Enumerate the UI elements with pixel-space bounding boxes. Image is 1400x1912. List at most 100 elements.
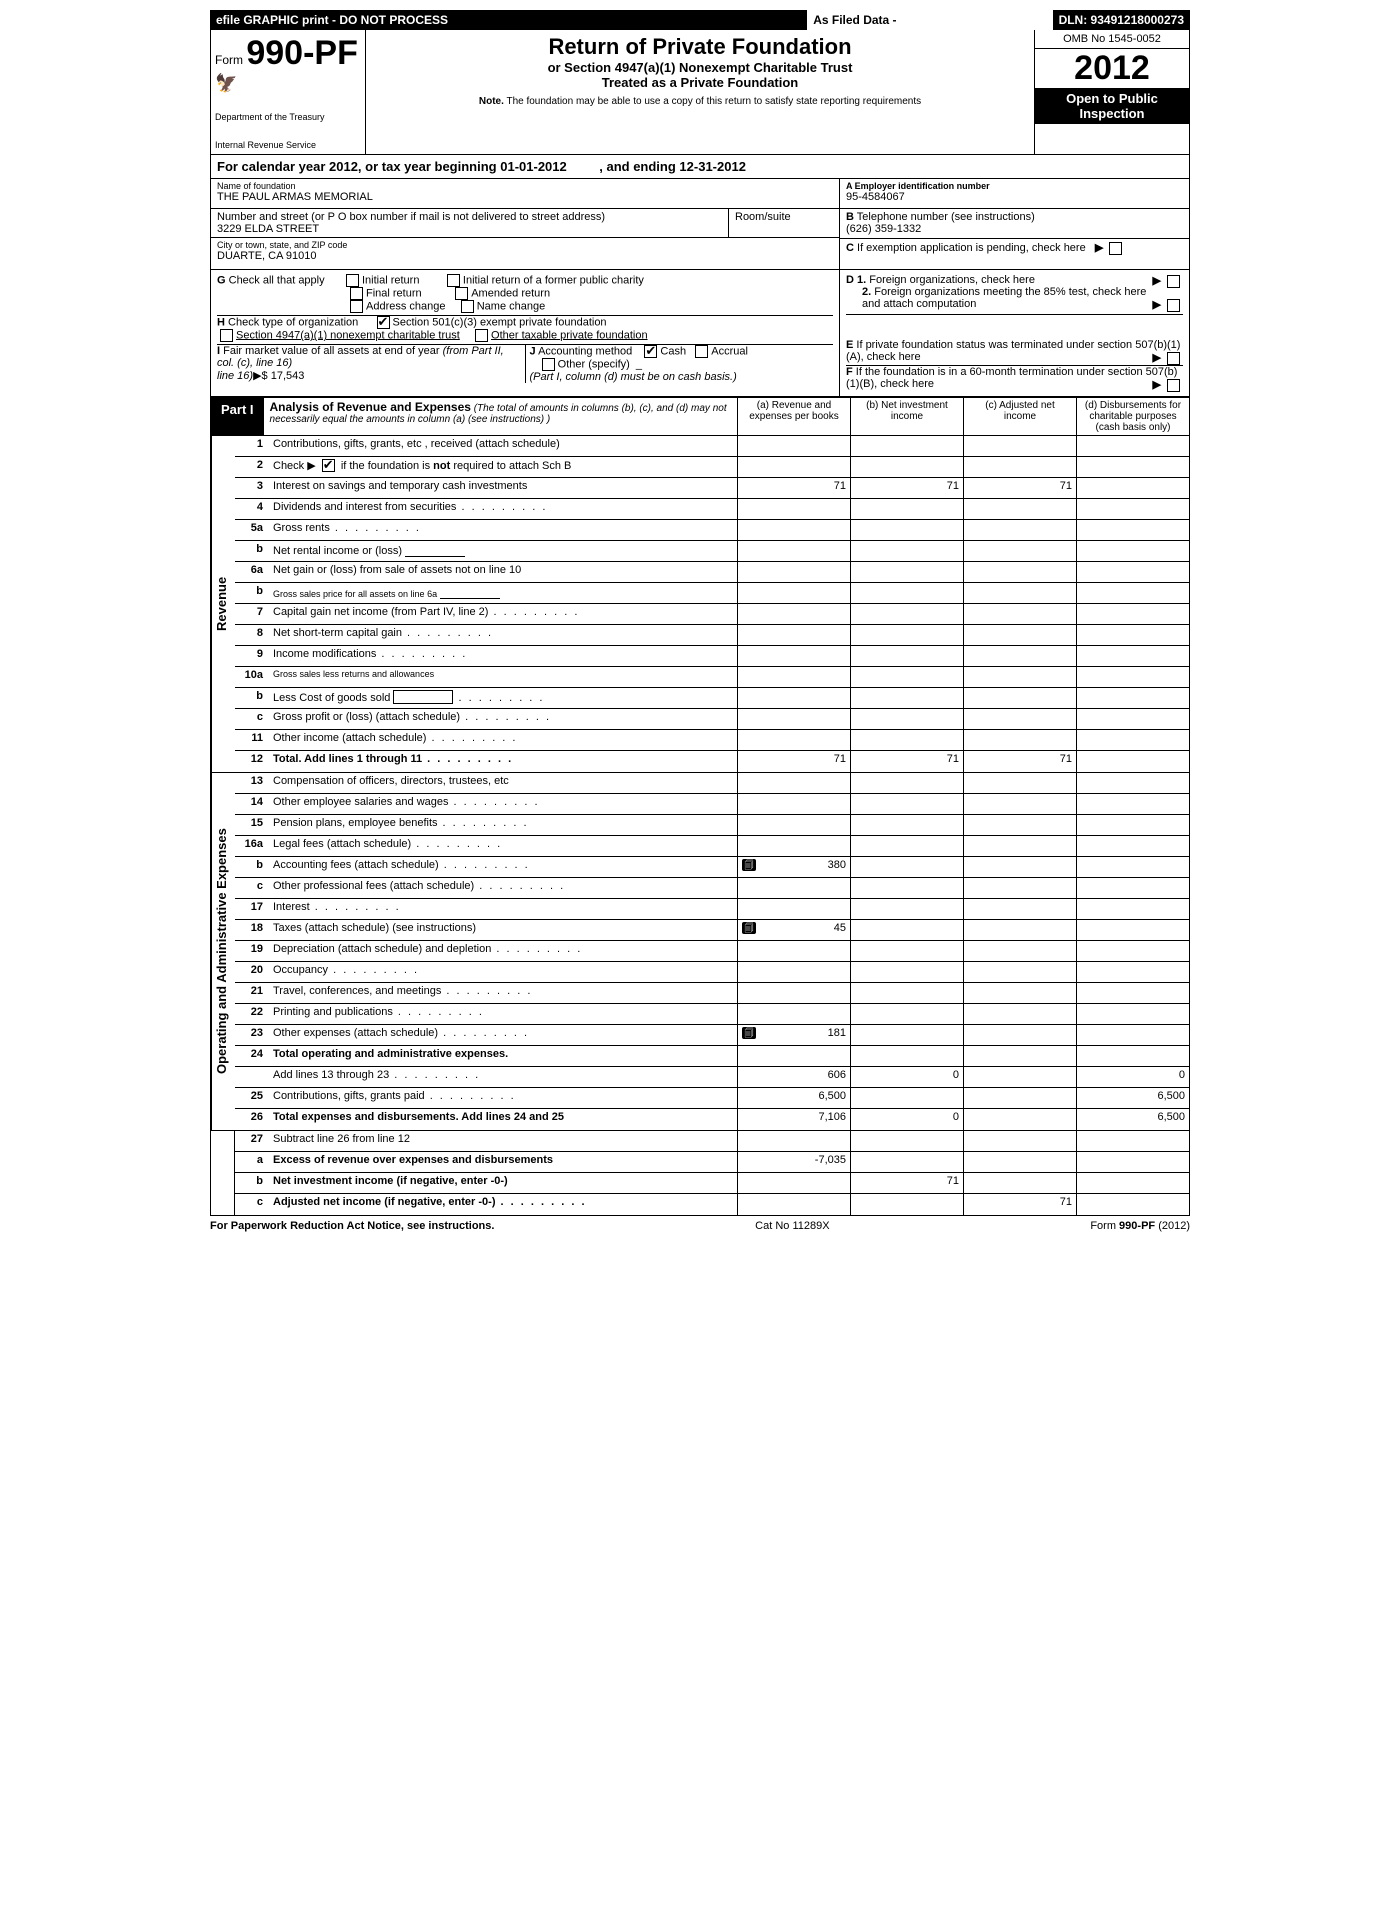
cell-col-b	[850, 520, 963, 540]
f-text: If the foundation is in a 60-month termi…	[846, 366, 1177, 390]
checkbox-initial-former[interactable]	[447, 274, 460, 287]
dept-irs: Internal Revenue Service	[215, 140, 361, 150]
table-row: aExcess of revenue over expenses and dis…	[235, 1152, 1189, 1173]
checkbox-d1[interactable]	[1167, 275, 1180, 288]
checkbox-schb[interactable]	[322, 459, 335, 472]
table-row: 19Depreciation (attach schedule) and dep…	[235, 941, 1189, 962]
cell-col-a	[737, 878, 850, 898]
form-note: Note. The foundation may be able to use …	[374, 96, 1026, 107]
cell-col-b: 0	[850, 1109, 963, 1130]
cell-col-d	[1076, 920, 1189, 940]
checkbox-4947[interactable]	[220, 329, 233, 342]
cell-col-a	[737, 1004, 850, 1024]
line-number: 24	[235, 1046, 269, 1066]
line-number: 4	[235, 499, 269, 519]
subtract-table: 27Subtract line 26 from line 12aExcess o…	[210, 1131, 1190, 1216]
line-number: b	[235, 541, 269, 561]
cell-col-d	[1076, 625, 1189, 645]
table-row: 3Interest on savings and temporary cash …	[235, 478, 1189, 499]
cell-col-b	[850, 899, 963, 919]
cell-col-c	[963, 920, 1076, 940]
line-d1: D 1. Foreign organizations, check here ▶	[846, 274, 1183, 286]
cell-col-d	[1076, 878, 1189, 898]
cell-col-b	[850, 794, 963, 814]
form-header: Form 990-PF 🦅 Department of the Treasury…	[210, 30, 1190, 155]
d2-label: 2.	[862, 286, 871, 298]
table-row: 22Printing and publications	[235, 1004, 1189, 1025]
attachment-icon[interactable]: 🗐	[742, 922, 756, 934]
line-description: Excess of revenue over expenses and disb…	[269, 1152, 737, 1172]
checkbox-amended[interactable]	[455, 287, 468, 300]
table-row: 16aLegal fees (attach schedule)	[235, 836, 1189, 857]
cell-col-a	[737, 1131, 850, 1151]
cal-end: 12-31-2012	[679, 159, 746, 174]
checkbox-501c3[interactable]	[377, 316, 390, 329]
checkbox-f[interactable]	[1167, 379, 1180, 392]
footer-form-num: 990-PF	[1119, 1220, 1155, 1232]
cell-col-b	[850, 667, 963, 687]
top-bar: efile GRAPHIC print - DO NOT PROCESS As …	[210, 10, 1190, 30]
line-description: Occupancy	[269, 962, 737, 982]
entity-info: Name of foundation THE PAUL ARMAS MEMORI…	[210, 178, 1190, 270]
cell-col-b	[850, 562, 963, 582]
calendar-year-line: For calendar year 2012, or tax year begi…	[210, 155, 1190, 178]
checkbox-name-change[interactable]	[461, 300, 474, 313]
checkbox-c[interactable]	[1109, 242, 1122, 255]
line-number: 23	[235, 1025, 269, 1045]
cell-col-d	[1076, 646, 1189, 666]
street-address: 3229 ELDA STREET	[217, 223, 722, 235]
check-area: G Check all that apply Initial return In…	[210, 270, 1190, 397]
cell-col-b: 71	[850, 478, 963, 498]
telephone: (626) 359-1332	[846, 223, 1183, 235]
top-bar-left: efile GRAPHIC print - DO NOT PROCESS	[210, 10, 807, 30]
addr-label: Number and street (or P O box number if …	[217, 211, 722, 223]
checkbox-d2[interactable]	[1167, 299, 1180, 312]
cell-col-b: 71	[850, 1173, 963, 1193]
cell-col-c	[963, 646, 1076, 666]
attachment-icon[interactable]: 🗐	[742, 859, 756, 871]
cell-col-d	[1076, 899, 1189, 919]
cell-col-b	[850, 583, 963, 603]
checkbox-initial[interactable]	[346, 274, 359, 287]
cell-col-a	[737, 1046, 850, 1066]
line-number: 16a	[235, 836, 269, 856]
line-number: c	[235, 878, 269, 898]
d1-label: D 1.	[846, 274, 866, 286]
cell-col-c	[963, 730, 1076, 750]
cell-col-d	[1076, 1131, 1189, 1151]
cell-col-d	[1076, 1025, 1189, 1045]
checkbox-e[interactable]	[1167, 352, 1180, 365]
col-a-head: (a) Revenue and expenses per books	[737, 398, 850, 435]
attachment-icon[interactable]: 🗐	[742, 1027, 756, 1039]
line-description: Pension plans, employee benefits	[269, 815, 737, 835]
checkbox-final[interactable]	[350, 287, 363, 300]
table-row: 6aNet gain or (loss) from sale of assets…	[235, 562, 1189, 583]
cell-col-c	[963, 1025, 1076, 1045]
line-number: 5a	[235, 520, 269, 540]
line-number: 2	[235, 457, 269, 477]
line-number: 12	[235, 751, 269, 772]
cell-col-c	[963, 836, 1076, 856]
line-d2: 2. Foreign organizations meeting the 85%…	[846, 286, 1183, 315]
cell-col-a	[737, 520, 850, 540]
line-description: Other professional fees (attach schedule…	[269, 878, 737, 898]
checkbox-accrual[interactable]	[695, 345, 708, 358]
line-description: Dividends and interest from securities	[269, 499, 737, 519]
checkbox-cash[interactable]	[644, 345, 657, 358]
checkbox-other-taxable[interactable]	[475, 329, 488, 342]
e-text: If private foundation status was termina…	[846, 339, 1180, 363]
cell-col-b	[850, 541, 963, 561]
cell-col-d	[1076, 478, 1189, 498]
checkbox-addr-change[interactable]	[350, 300, 363, 313]
form-prefix: Form	[215, 53, 243, 67]
line-description: Contributions, gifts, grants paid	[269, 1088, 737, 1108]
line-g: G Check all that apply Initial return In…	[217, 274, 833, 287]
cell-col-c	[963, 941, 1076, 961]
cell-col-c	[963, 1173, 1076, 1193]
table-row: 2Check ▶ if the foundation is not requir…	[235, 457, 1189, 478]
cell-col-c	[963, 794, 1076, 814]
line-number: 1	[235, 436, 269, 456]
room-label: Room/suite	[735, 211, 833, 223]
checkbox-other-method[interactable]	[542, 358, 555, 371]
cell-col-c	[963, 1109, 1076, 1130]
